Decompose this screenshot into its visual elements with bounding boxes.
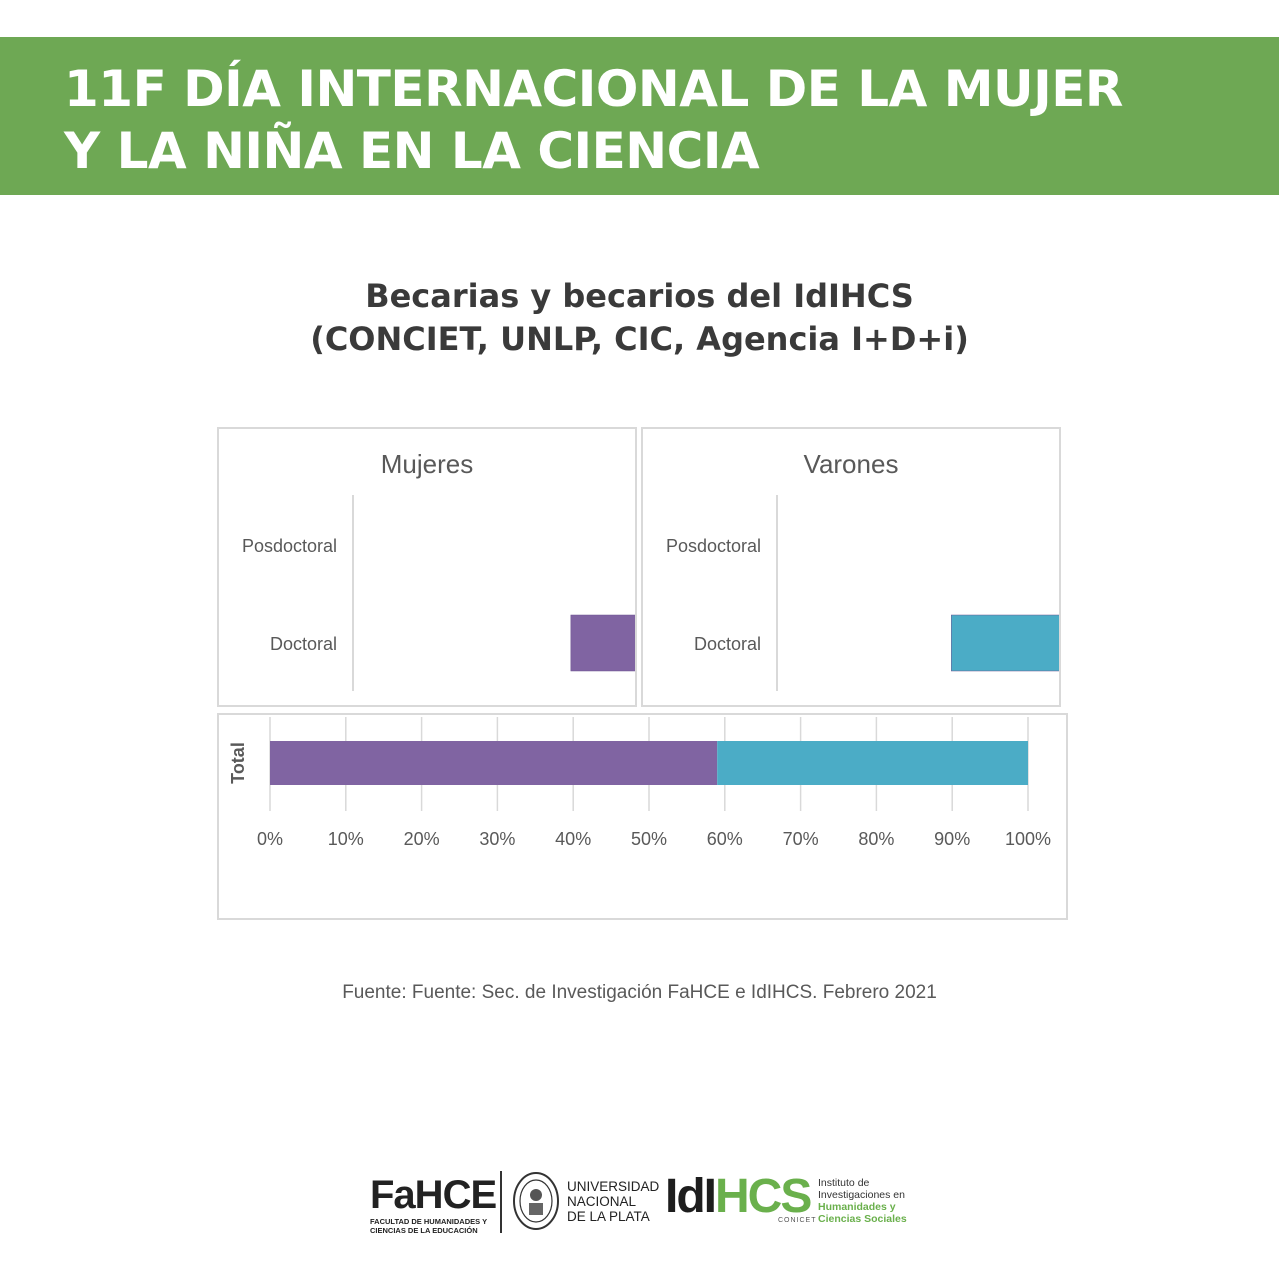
idihcs-logo-subtitle: Instituto de Investigaciones en Humanida…: [818, 1177, 907, 1225]
source-note: Fuente: Fuente: Sec. de Investigación Fa…: [342, 982, 937, 1003]
varones-bar: [951, 614, 1279, 672]
total-x-tick-label: 50%: [631, 829, 667, 849]
logo-divider: [500, 1171, 502, 1233]
varones-category-label: Doctoral: [694, 634, 761, 654]
page-title-line-1: 11F DÍA INTERNACIONAL DE LA MUJER: [64, 60, 1123, 118]
mujeres-bar: [570, 614, 1034, 672]
total-x-tick-label: 100%: [1005, 829, 1051, 849]
page-title: 11F DÍA INTERNACIONAL DE LA MUJER Y LA N…: [64, 58, 1123, 182]
chart-varones: VaronesPosdoctoral18%Doctoral82%: [666, 449, 1279, 691]
idihcs-logo-green: HCS: [715, 1170, 812, 1223]
varones-title: Varones: [804, 449, 899, 479]
chart-panel-total: 0% 10% 20% 30% 40% 50% 60% 70% 80% 90% 100% Total: [217, 713, 1068, 920]
footer-logos: FaHCE FACULTAD DE HUMANIDADES Y CIENCIAS…: [360, 1165, 940, 1245]
chart-title-line-2: (CONCIET, UNLP, CIC, Agencia I+D+i): [310, 320, 969, 358]
unlp-line-1: UNIVERSIDAD: [567, 1179, 660, 1194]
mujeres-category-label: Posdoctoral: [242, 536, 337, 556]
page-title-line-2: Y LA NIÑA EN LA CIENCIA: [64, 122, 760, 180]
idihcs-sub-line-1: Instituto de: [818, 1177, 870, 1189]
varones-category-label: Posdoctoral: [666, 536, 761, 556]
chart-title: Becarias y becarios del IdIHCS (CONCIET,…: [0, 275, 1279, 361]
mujeres-category-label: Doctoral: [270, 634, 337, 654]
total-x-tick-label: 90%: [934, 829, 970, 849]
idihcs-logo-ink: IdI: [665, 1170, 717, 1223]
total-x-tick-label: 10%: [328, 829, 364, 849]
total-x-tick-label: 70%: [783, 829, 819, 849]
fahce-logo: FaHCE: [370, 1173, 497, 1217]
chart-mujeres: MujeresPosdoctoral31%Doctoral69%: [242, 449, 1034, 691]
total-x-tick-label: 60%: [707, 829, 743, 849]
total-x-tick-label: 0%: [257, 829, 283, 849]
total-bar-segment-1: [270, 741, 718, 785]
unlp-line-3: DE LA PLATA: [567, 1209, 650, 1224]
total-x-tick-label: 20%: [404, 829, 440, 849]
idihcs-sub-line-2: Investigaciones en: [818, 1189, 905, 1201]
total-x-tick-label: 30%: [479, 829, 515, 849]
idihcs-sub-line-3: Humanidades y: [818, 1201, 896, 1213]
total-x-tick-label: 80%: [858, 829, 894, 849]
unlp-line-2: NACIONAL: [567, 1194, 637, 1209]
chart-total: 0% 10% 20% 30% 40% 50% 60% 70% 80% 90% 100% Total: [228, 717, 1051, 849]
idihcs-logo: IdIHCS: [665, 1169, 812, 1224]
total-category-label: Total: [228, 742, 248, 784]
total-bar-segment-2: [717, 741, 1028, 785]
unlp-logo-text: UNIVERSIDAD NACIONAL DE LA PLATA: [567, 1179, 659, 1224]
chart-panel-mujeres: MujeresPosdoctoral31%Doctoral69%: [217, 427, 1034, 707]
mujeres-title: Mujeres: [381, 449, 473, 479]
unlp-seal-icon: [513, 1172, 559, 1230]
idihcs-sub-line-4: Ciencias Sociales: [818, 1213, 907, 1225]
chart-title-line-1: Becarias y becarios del IdIHCS: [365, 277, 914, 315]
fahce-logo-subtitle: FACULTAD DE HUMANIDADES Y CIENCIAS DE LA…: [370, 1217, 487, 1235]
chart-panel-varones: VaronesPosdoctoral18%Doctoral82%: [641, 427, 1279, 707]
conicet-logo: CONICET: [778, 1217, 817, 1224]
header-banner: [0, 37, 1279, 195]
total-x-tick-label: 40%: [555, 829, 591, 849]
